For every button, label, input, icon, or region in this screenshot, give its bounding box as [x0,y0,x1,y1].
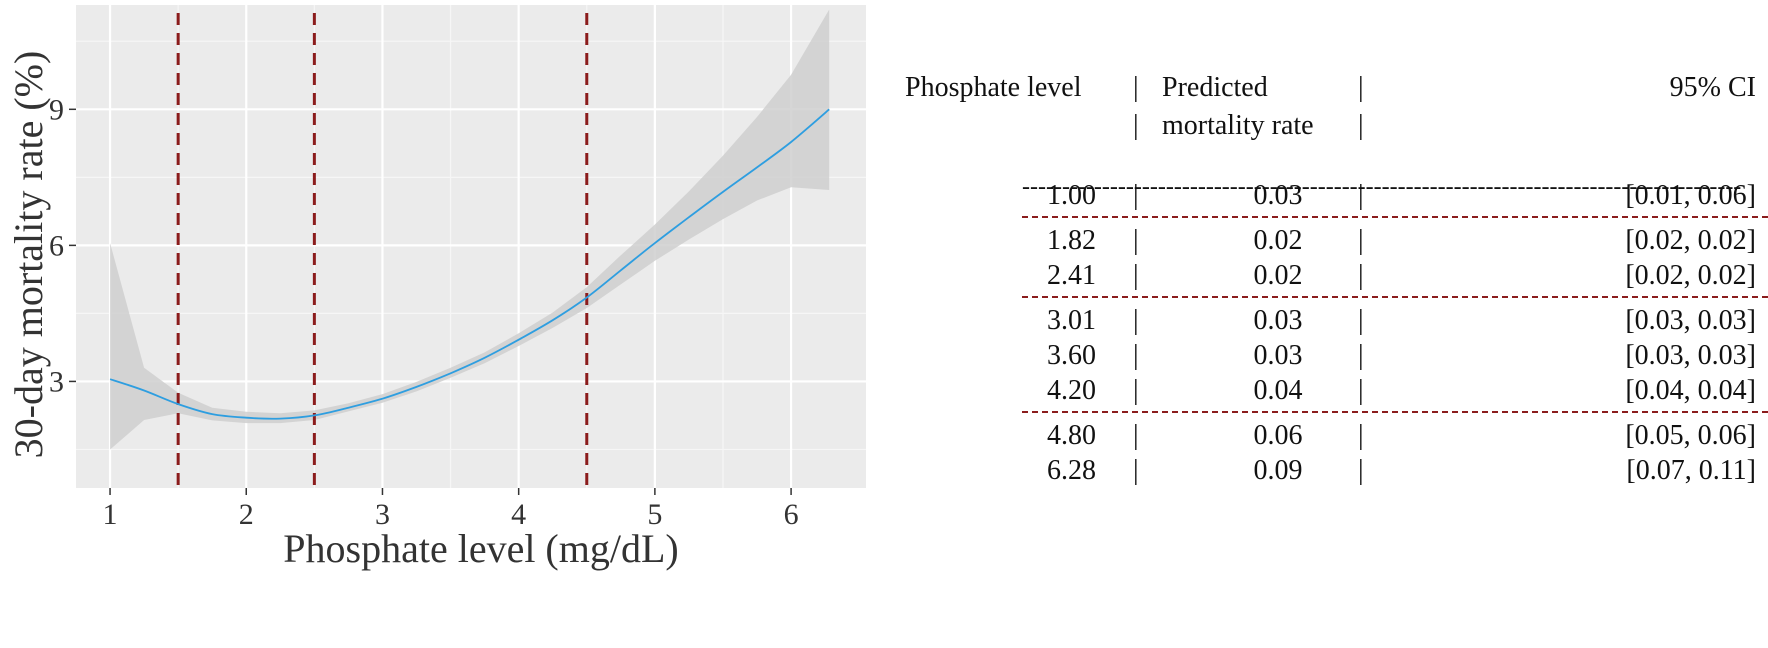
row-separator: | [1133,455,1139,486]
x-axis-ticks: 1 2 3 4 5 6 [103,488,799,531]
row-separator: | [1133,340,1139,371]
y-axis-ticks: 3 6 9 [49,93,76,398]
row-separator: | [1358,340,1364,371]
x-tick-label: 1 [103,498,118,531]
x-tick-label: 6 [784,498,799,531]
x-tick-label: 4 [511,498,526,531]
cell-phosphate-level: 3.01 [1047,305,1096,336]
header-separator: | [1133,72,1139,103]
cell-predicted-rate: 0.03 [1253,305,1303,336]
cell-phosphate-level: 1.00 [1047,180,1096,211]
cell-ci: [0.02, 0.02] [1625,260,1756,291]
cell-ci: [0.03, 0.03] [1625,340,1756,371]
cell-ci: [0.07, 0.11] [1626,455,1756,486]
row-separator: | [1133,375,1139,406]
row-separator: | [1358,260,1364,291]
cell-phosphate-level: 2.41 [1047,260,1096,291]
cell-predicted-rate: 0.02 [1253,260,1303,291]
row-separator: | [1358,305,1364,336]
cell-phosphate-level: 3.60 [1047,340,1096,371]
row-separator: | [1133,420,1139,451]
cell-phosphate-level: 4.80 [1047,420,1096,451]
cell-phosphate-level: 4.20 [1047,375,1096,406]
header-separator: | [1133,110,1139,141]
x-axis-label: Phosphate level (mg/dL) [283,526,678,571]
y-tick-label: 6 [49,229,64,262]
y-axis-label: 30-day mortality rate (%) [6,51,51,459]
header-rule: ----------------------------------------… [1022,177,1742,197]
row-separator: | [1133,180,1139,211]
row-separator: | [1358,455,1364,486]
cell-predicted-rate: 0.09 [1253,455,1303,486]
row-separator: | [1133,225,1139,256]
cell-predicted-rate: 0.03 [1253,180,1303,211]
predicted-curve [109,108,830,420]
header-phosphate-level: Phosphate level [905,72,1082,103]
group-divider [1022,216,1768,218]
cell-predicted-rate: 0.06 [1253,420,1303,451]
prediction-table: Phosphate level | | Predicted mortality … [905,70,1768,630]
row-separator: | [1358,420,1364,451]
mortality-chart: 1 2 3 4 5 6 3 6 9 Phosphate level (mg/dL) 30-da… [6,5,866,571]
cell-phosphate-level: 1.82 [1047,225,1096,256]
cell-phosphate-level: 6.28 [1047,455,1096,486]
group-divider [1022,411,1768,413]
y-tick-label: 9 [49,93,64,126]
x-tick-label: 3 [375,498,390,531]
row-separator: | [1133,305,1139,336]
cell-ci: [0.01, 0.06] [1625,180,1756,211]
group-divider [1022,296,1768,298]
cell-ci: [0.03, 0.03] [1625,305,1756,336]
cell-predicted-rate: 0.03 [1253,340,1303,371]
header-separator: | [1358,110,1364,141]
y-tick-label: 3 [49,365,64,398]
header-ci: 95% CI [1669,72,1756,103]
minor-gridlines [76,5,866,488]
x-tick-label: 5 [647,498,662,531]
header-separator: | [1358,72,1364,103]
cell-predicted-rate: 0.04 [1253,375,1303,406]
x-tick-label: 2 [239,498,254,531]
header-predicted: Predicted [1162,72,1268,103]
header-mortality-rate: mortality rate [1162,110,1314,141]
row-separator: | [1358,180,1364,211]
row-separator: | [1133,260,1139,291]
cell-ci: [0.02, 0.02] [1625,225,1756,256]
cell-predicted-rate: 0.02 [1253,225,1303,256]
cell-ci: [0.04, 0.04] [1625,375,1756,406]
row-separator: | [1358,375,1364,406]
row-separator: | [1358,225,1364,256]
cell-ci: [0.05, 0.06] [1625,420,1756,451]
